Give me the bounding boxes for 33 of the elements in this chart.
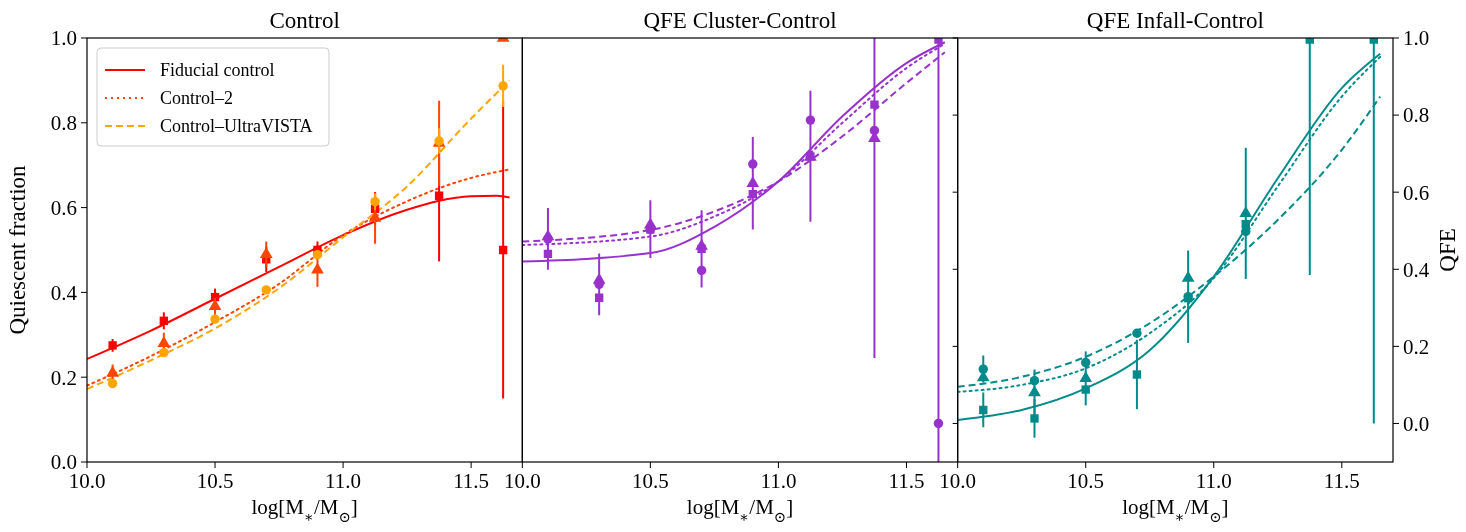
x-axis-title: log[M$_{∗}$/M$_{⊙}$] [1122,495,1229,525]
y-tick-label: 0.8 [50,111,77,136]
y-tick-label: 0.4 [50,280,78,305]
y2-tick-label: 0.2 [1403,334,1430,359]
x-tick-label: 10.0 [939,469,977,493]
x-tick-label: 11.5 [888,469,925,493]
x-tick-label: 10.5 [196,469,234,493]
x-tick-label: 11.5 [453,469,490,493]
y2-axis-title: QFE [1435,228,1460,272]
x-axis-title: log[M$_{∗}$/M$_{⊙}$] [251,495,358,525]
y-tick-label: 0.6 [50,195,77,220]
y2-tick-label: 0.6 [1403,180,1430,205]
x-axis-title: log[M$_{∗}$/M$_{⊙}$] [686,495,794,525]
y2-tick-label: 0.8 [1403,103,1430,128]
legend-label: Fiducial control [160,60,275,81]
x-tick-label: 10.5 [1067,469,1105,493]
x-tick-label: 11.0 [1195,469,1232,493]
chart-title: QFE Infall-Control [1086,8,1264,33]
y2-tick-label: 0.0 [1403,411,1430,436]
legend-label: Control–2 [160,88,234,109]
y-tick-label: 1.0 [50,26,77,51]
y2-tick-label: 0.4 [1403,257,1430,282]
x-tick-label: 10.0 [503,469,541,493]
chart-title: Control [269,8,340,33]
x-tick-label: 11.5 [1323,469,1360,493]
legend-label: Control–UltraVISTA [160,116,313,137]
x-tick-label: 10.5 [632,469,669,493]
x-tick-label: 11.0 [325,469,362,493]
x-tick-label: 11.0 [760,469,797,493]
y-tick-label: 0.2 [50,365,77,390]
y2-tick-label: 1.0 [1403,26,1430,51]
chart-title: QFE Cluster-Control [643,8,837,33]
y-axis-title: Quiescent fraction [5,164,30,335]
